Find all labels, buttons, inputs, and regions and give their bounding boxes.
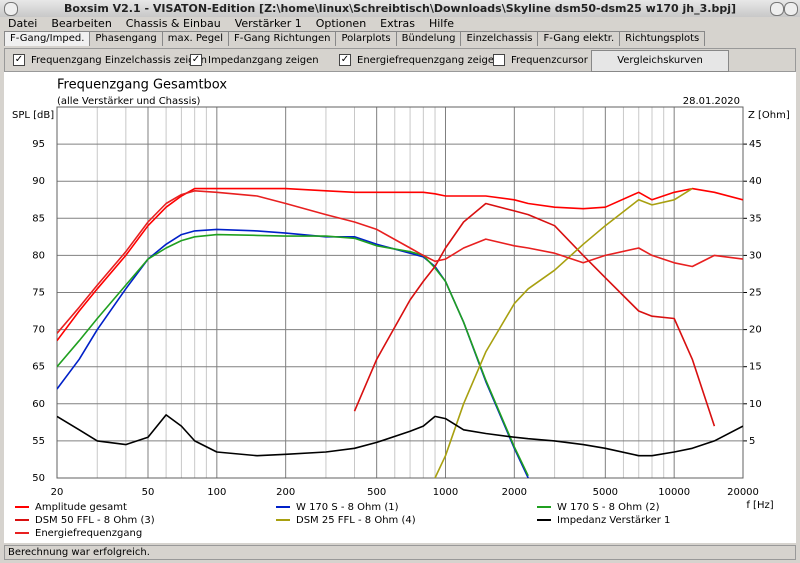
tab[interactable]: F-Gang elektr.: [537, 31, 621, 46]
option[interactable]: ✓ Frequenzgang Einzelchassis zeigen: [13, 54, 207, 66]
tab[interactable]: F-Gang/Imped.: [4, 31, 91, 46]
legend-label: Amplitude gesamt: [35, 502, 127, 513]
chart-date: 28.01.2020: [683, 96, 740, 107]
legend-label: W 170 S - 8 Ohm (2): [557, 502, 660, 513]
y-tick-label: 85: [32, 213, 45, 224]
x-tick-label: 20000: [727, 487, 759, 498]
menu-bar: Datei Bearbeiten Chassis & Einbau Verstärke…: [0, 17, 800, 31]
tab[interactable]: F-Gang Richtungen: [227, 31, 337, 46]
series-line: [57, 414, 743, 457]
x-tick-label: 500: [367, 487, 386, 498]
tab[interactable]: max. Pegel: [161, 31, 229, 46]
legend-label: DSM 50 FFL - 8 Ohm (3): [35, 515, 155, 526]
y2-tick-label: 10: [749, 399, 762, 410]
checkbox[interactable]: ✓: [13, 54, 25, 66]
x-tick-label: 20: [51, 487, 64, 498]
tab-bar: F-Gang/Imped. Phasengang max. Pegel F-Gang …: [4, 31, 706, 46]
x-tick-label: 2000: [502, 487, 527, 498]
y-tick-label: 75: [32, 288, 45, 299]
tab[interactable]: Einzelchassis: [460, 31, 539, 46]
x-tick-label: 5000: [593, 487, 618, 498]
x-tick-label: 100: [207, 487, 226, 498]
menu-item[interactable]: Chassis & Einbau: [125, 17, 221, 30]
y-tick-label: 50: [32, 473, 45, 484]
chart-title: Frequenzgang Gesamtbox: [57, 78, 227, 93]
chart-background: [4, 72, 796, 543]
y2-tick-label: 35: [749, 213, 762, 224]
y2-tick-label: 30: [749, 250, 762, 261]
y-tick-label: 70: [32, 325, 45, 336]
checkbox[interactable]: ✓: [190, 54, 202, 66]
menu-item[interactable]: Bearbeiten: [51, 17, 112, 30]
tab[interactable]: Phasengang: [89, 31, 163, 46]
legend-label: Energiefrequenzgang: [35, 528, 142, 539]
options-bar: Vergleichskurven einblenden ✓Frequenzgan…: [4, 48, 796, 86]
option[interactable]: Frequenzcursor: [493, 54, 588, 66]
series-line: [57, 190, 743, 334]
option[interactable]: ✓ Energiefrequenzgang zeigen: [339, 54, 500, 66]
tab[interactable]: Bündelung: [395, 31, 462, 46]
y-tick-label: 90: [32, 176, 45, 187]
status-bar: Berechnung war erfolgreich.: [4, 545, 796, 560]
x-tick-label: 200: [276, 487, 295, 498]
checkbox[interactable]: ✓: [339, 54, 351, 66]
menu-item[interactable]: Datei: [8, 17, 38, 30]
window-title: Boxsim V2.1 - VISATON-Edition [Z:\home\l…: [63, 2, 737, 15]
compare-button[interactable]: Vergleichskurven einblenden: [591, 50, 729, 86]
series-line: [57, 187, 743, 342]
series-line: [57, 233, 529, 477]
option-label: Impedanzgang zeigen: [208, 54, 319, 66]
y2-tick-label: 40: [749, 176, 762, 187]
tab[interactable]: Polarplots: [335, 31, 397, 46]
minimize-button[interactable]: [770, 2, 784, 16]
y2-tick-label: 15: [749, 362, 762, 373]
menu-item[interactable]: Verstärker 1: [234, 17, 302, 30]
y-tick-label: 80: [32, 250, 45, 261]
close-button[interactable]: [784, 2, 798, 16]
title-bar: Boxsim V2.1 - VISATON-Edition [Z:\home\l…: [0, 0, 800, 17]
menu-item[interactable]: Extras: [380, 17, 415, 30]
y-tick-label: 95: [32, 139, 45, 150]
legend-label: W 170 S - 8 Ohm (1): [296, 502, 399, 513]
window-menu-button[interactable]: [4, 2, 18, 16]
x-axis-label: f [Hz]: [746, 500, 773, 511]
x-tick-label: 50: [142, 487, 155, 498]
option-label: Energiefrequenzgang zeigen: [357, 54, 501, 66]
menu-item[interactable]: Hilfe: [428, 17, 454, 30]
plot-frame: [56, 106, 744, 479]
x-tick-label: 10000: [658, 487, 690, 498]
chart-subtitle: (alle Verstärker und Chassis): [57, 96, 201, 107]
y-axis-label: SPL [dB]: [12, 110, 54, 121]
option-label: Frequenzcursor: [511, 54, 588, 66]
series-line: [353, 202, 716, 427]
y2-tick-label: 20: [749, 325, 762, 336]
series-line: [434, 187, 693, 478]
y-tick-label: 60: [32, 399, 45, 410]
y2-tick-label: 25: [749, 288, 762, 299]
plot-area: [57, 187, 743, 478]
checkbox[interactable]: [493, 54, 505, 66]
x-tick-label: 1000: [433, 487, 458, 498]
y2-axis-label: Z [Ohm]: [748, 110, 790, 121]
chart: Frequenzgang Gesamtbox (alle Verstärker …: [4, 72, 796, 543]
y2-tick-label: 45: [749, 139, 762, 150]
y-tick-label: 55: [32, 436, 45, 447]
option-label: Frequenzgang Einzelchassis zeigen: [31, 54, 208, 66]
y-tick-label: 65: [32, 362, 45, 373]
menu-item[interactable]: Optionen: [315, 17, 367, 30]
option[interactable]: ✓ Impedanzgang zeigen: [190, 54, 319, 66]
tab[interactable]: Richtungsplots: [619, 31, 706, 46]
legend-label: Impedanz Verstärker 1: [557, 515, 670, 526]
y2-tick-label: 5: [749, 436, 755, 447]
legend-label: DSM 25 FFL - 8 Ohm (4): [296, 515, 416, 526]
